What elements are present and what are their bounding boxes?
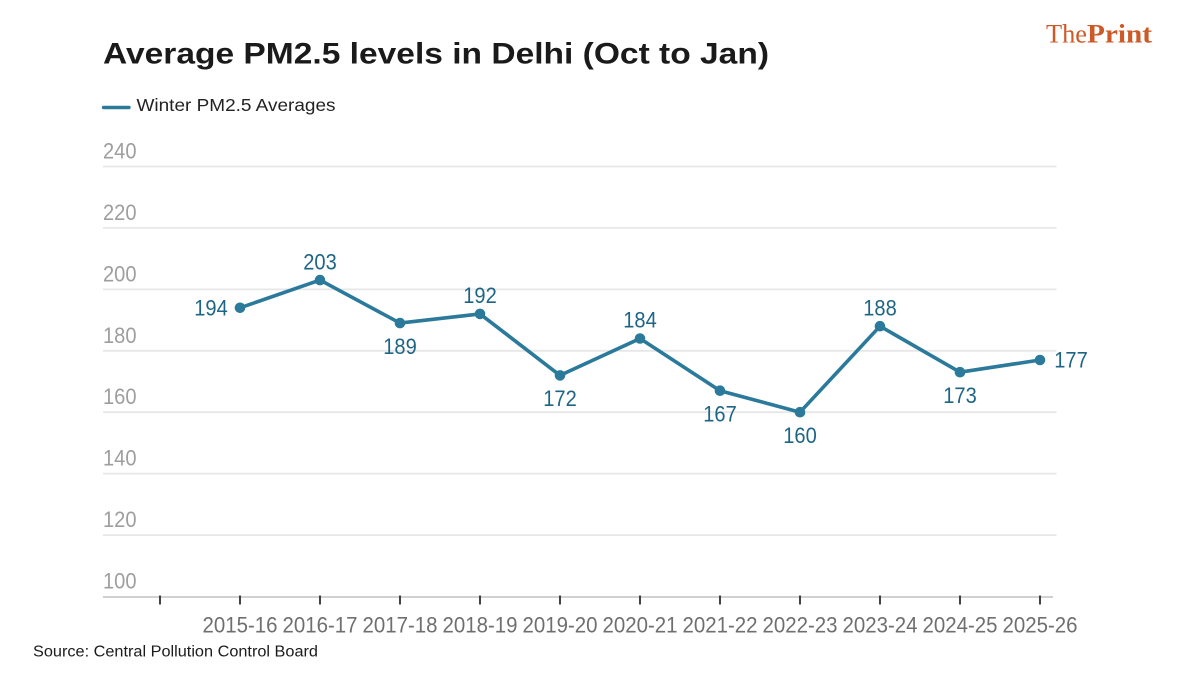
svg-text:160: 160 xyxy=(783,423,817,448)
svg-text:188: 188 xyxy=(863,295,897,320)
svg-text:Source: Central Pollution Cont: Source: Central Pollution Control Board xyxy=(33,644,318,661)
svg-text:ThePrint: ThePrint xyxy=(1046,20,1152,49)
svg-text:100: 100 xyxy=(103,569,137,594)
svg-text:2019-20: 2019-20 xyxy=(523,613,598,638)
svg-text:200: 200 xyxy=(103,261,137,286)
svg-text:192: 192 xyxy=(463,283,497,308)
svg-text:2017-18: 2017-18 xyxy=(363,613,438,638)
svg-text:2018-19: 2018-19 xyxy=(443,613,518,638)
svg-text:2024-25: 2024-25 xyxy=(923,613,998,638)
svg-text:180: 180 xyxy=(103,323,137,348)
svg-text:140: 140 xyxy=(103,446,137,471)
svg-text:2025-26: 2025-26 xyxy=(1003,613,1078,638)
svg-text:172: 172 xyxy=(543,386,577,411)
svg-text:177: 177 xyxy=(1054,348,1088,373)
svg-text:194: 194 xyxy=(194,296,228,321)
svg-text:Average PM2.5 levels in Delhi: Average PM2.5 levels in Delhi (Oct to Ja… xyxy=(103,38,769,71)
svg-text:2022-23: 2022-23 xyxy=(763,613,838,638)
svg-text:Winter PM2.5 Averages: Winter PM2.5 Averages xyxy=(137,95,336,115)
svg-text:220: 220 xyxy=(103,200,137,225)
svg-text:240: 240 xyxy=(103,139,137,164)
svg-text:167: 167 xyxy=(703,401,737,426)
svg-text:2023-24: 2023-24 xyxy=(843,613,918,638)
svg-text:184: 184 xyxy=(623,308,657,333)
svg-text:160: 160 xyxy=(103,384,137,409)
svg-text:2016-17: 2016-17 xyxy=(283,613,358,638)
svg-text:189: 189 xyxy=(383,334,417,359)
svg-text:173: 173 xyxy=(943,383,977,408)
svg-text:203: 203 xyxy=(303,249,337,274)
svg-text:2021-22: 2021-22 xyxy=(683,613,758,638)
svg-text:2020-21: 2020-21 xyxy=(603,613,678,638)
svg-text:2015-16: 2015-16 xyxy=(203,613,278,638)
svg-text:120: 120 xyxy=(103,507,137,532)
